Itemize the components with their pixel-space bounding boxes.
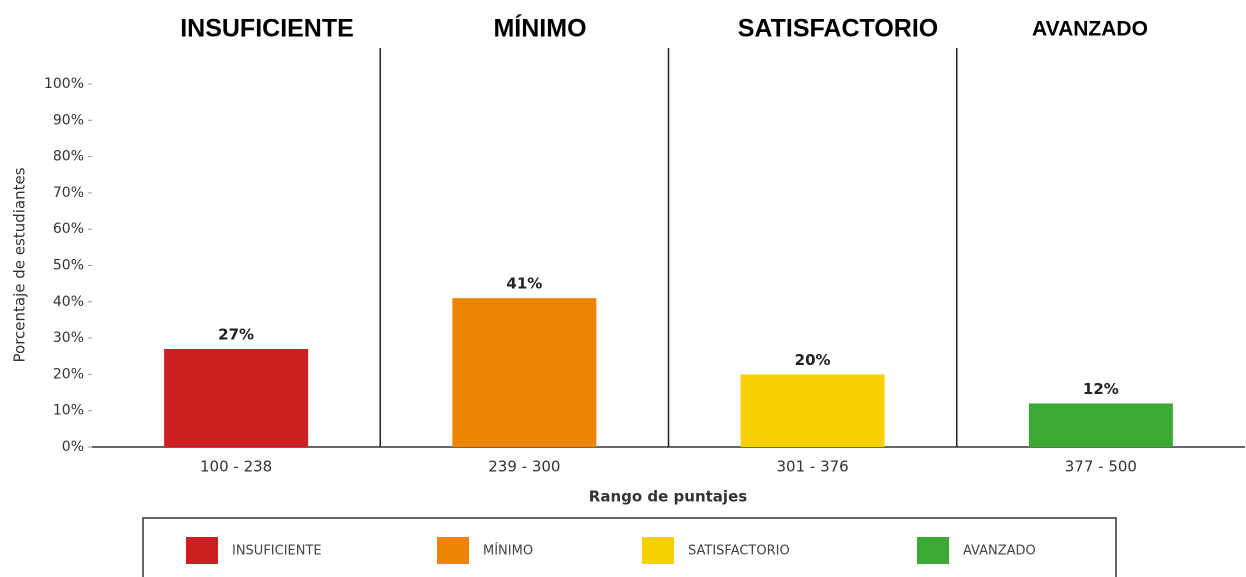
legend-label: AVANZADO	[963, 544, 1036, 559]
y-tick-label: 10%	[53, 403, 84, 419]
level-header: MÍNIMO	[493, 14, 586, 43]
value-label: 41%	[506, 275, 542, 293]
y-tick-label: 60%	[53, 221, 84, 237]
y-tick-label: 100%	[44, 76, 84, 92]
y-tick-label: 30%	[53, 330, 84, 346]
value-label: 27%	[218, 325, 254, 343]
value-label: 20%	[795, 351, 831, 369]
level-header: AVANZADO	[1032, 18, 1148, 41]
x-tick-label: 100 - 238	[200, 458, 272, 476]
x-axis-label: Rango de puntajes	[589, 488, 747, 506]
legend-label: MÍNIMO	[483, 543, 533, 559]
x-tick-label: 377 - 500	[1065, 458, 1137, 476]
x-tick-label: 301 - 376	[777, 458, 849, 476]
y-tick-label: 80%	[53, 149, 84, 165]
legend-swatch	[917, 537, 949, 564]
legend-swatch	[437, 537, 469, 564]
y-tick-label: 50%	[53, 258, 84, 274]
y-tick-label: 0%	[62, 439, 84, 455]
legend-label: SATISFACTORIO	[688, 544, 790, 559]
y-tick-label: 20%	[53, 366, 84, 382]
bar	[164, 348, 309, 447]
legend-label: INSUFICIENTE	[232, 544, 322, 559]
level-header: INSUFICIENTE	[180, 15, 354, 43]
bar	[1028, 403, 1173, 447]
legend-swatch	[642, 537, 674, 564]
level-header: SATISFACTORIO	[738, 15, 938, 43]
bar	[740, 374, 885, 447]
y-tick-label: 90%	[53, 112, 84, 128]
y-tick-label: 70%	[53, 185, 84, 201]
y-tick-label: 40%	[53, 294, 84, 310]
x-tick-label: 239 - 300	[488, 458, 560, 476]
y-axis-label: Porcentaje de estudiantes	[11, 167, 29, 362]
value-label: 12%	[1083, 380, 1119, 398]
legend-box	[142, 517, 1117, 577]
bar	[452, 298, 597, 447]
legend-swatch	[186, 537, 218, 564]
